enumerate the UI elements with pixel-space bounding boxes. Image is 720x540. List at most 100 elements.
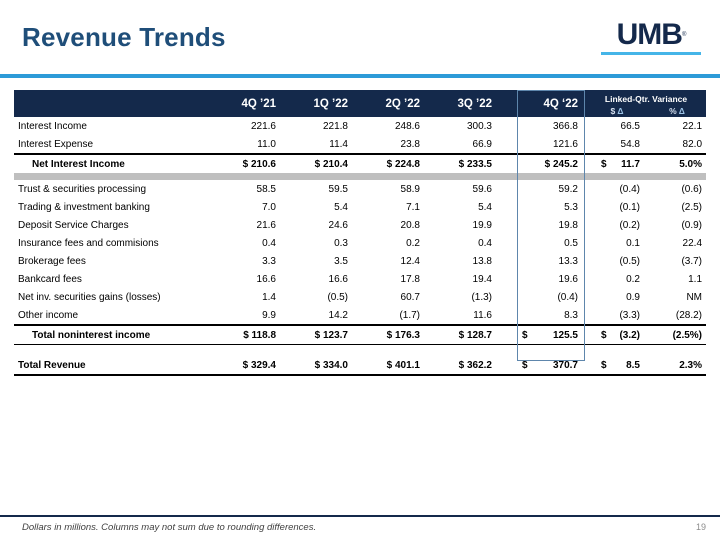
row-label: Deposit Service Charges [18, 219, 129, 231]
table-cell: 59.2 [558, 183, 578, 195]
header-3q22: 3Q ’22 [434, 90, 506, 117]
table-cell: $ 210.4 [290, 153, 362, 173]
table-row [14, 173, 707, 180]
page-number: 19 [695, 522, 706, 532]
table-cell: (0.5) [327, 291, 348, 303]
table-cell: $ 224.8 [362, 153, 434, 173]
row-label: Insurance fees and commisions [18, 237, 159, 249]
table-cell: 0.1 [626, 237, 640, 249]
header-dollar-delta: $ Δ [586, 105, 648, 117]
table-cell: 3.5 [334, 255, 348, 267]
table-cell: $ 128.7 [434, 324, 506, 345]
table-row: Deposit Service Charges 21.6 24.6 20.8 19.9 1… [14, 216, 706, 234]
table-cell: NM [686, 291, 703, 303]
table-cell: 221.8 [322, 120, 348, 132]
table-cell: 19.8 [558, 219, 578, 231]
umb-logo: UMB® [601, 20, 701, 55]
table-cell: 5.3 [564, 201, 578, 213]
umb-logo-text: UMB® [616, 18, 687, 51]
table-cell: 59.6 [472, 183, 492, 195]
section-divider-band [14, 173, 707, 180]
table-cell: $ 329.4 [226, 356, 290, 376]
table-cell: 58.5 [256, 183, 276, 195]
table-cell: $8.5 [586, 356, 648, 376]
table-cell: (0.4) [557, 291, 578, 303]
table-cell: (0.6) [681, 183, 703, 195]
umb-logo-underline [601, 52, 701, 55]
header-1q22: 1Q ’22 [290, 90, 362, 117]
table-cell: 22.4 [682, 237, 703, 249]
table-cell: 11.6 [473, 309, 492, 321]
table-cell: $ 233.5 [434, 153, 506, 173]
table-cell: 16.6 [256, 273, 276, 285]
table-cell: 0.2 [406, 237, 420, 249]
row-label: Trust & securities processing [18, 183, 147, 195]
table-cell: $ 118.8 [226, 324, 290, 345]
table-cell: (0.5) [619, 255, 640, 267]
table-cell: $ 245.2 [506, 153, 586, 173]
table-cell: (2.5%) [648, 324, 707, 345]
table-cell: 0.2 [626, 273, 640, 285]
row-label: Bankcard fees [18, 273, 82, 285]
page-title: Revenue Trends [22, 22, 226, 52]
table-row: Trust & securities processing 58.5 59.5 58.… [14, 180, 706, 198]
row-label: Net inv. securities gains (losses) [18, 291, 161, 303]
table-row: Interest Income 221.6 221.8 248.6 300.3 366.8… [14, 117, 706, 135]
table-cell: 248.6 [394, 120, 420, 132]
table-row: Net Interest Income $ 210.6 $ 210.4 $ 224.8… [14, 153, 707, 173]
table-cell: 1.1 [688, 273, 703, 285]
header-percent-delta: % Δ [648, 105, 707, 117]
table-cell: 0.5 [564, 237, 578, 249]
table-cell: 221.6 [250, 120, 276, 132]
table-cell: 0.3 [334, 237, 348, 249]
table-cell: $ 334.0 [290, 356, 362, 376]
table-cell: $370.7 [506, 356, 586, 376]
table-cell: 300.3 [466, 120, 492, 132]
row-label: Net Interest Income [14, 153, 226, 173]
table-cell: 0.4 [262, 237, 276, 249]
header-2q22: 2Q ’22 [362, 90, 434, 117]
table-cell: 20.8 [400, 219, 420, 231]
table-cell: 24.6 [328, 219, 348, 231]
row-label: Total Revenue [14, 356, 226, 376]
spacer-row [14, 345, 706, 357]
table-cell: $ 401.1 [362, 356, 434, 376]
table-cell: 59.5 [328, 183, 348, 195]
table-row: Brokerage fees 3.3 3.5 12.4 13.8 13.3 (0.5) (3.… [14, 252, 706, 270]
table-cell: 17.8 [400, 273, 420, 285]
header-4q21: 4Q ’21 [226, 90, 290, 117]
table-cell: (2.5) [681, 201, 703, 213]
table-cell: 3.3 [262, 255, 276, 267]
table-cell: 13.8 [472, 255, 492, 267]
revenue-table-container: 4Q ’21 1Q ’22 2Q ’22 3Q ’22 4Q ‘22 Linke… [14, 90, 707, 376]
table-cell: (0.2) [619, 219, 640, 231]
table-cell: $11.7 [586, 153, 648, 173]
table-cell: 16.6 [328, 273, 348, 285]
header-4q22-highlighted: 4Q ‘22 [506, 90, 586, 117]
table-header: 4Q ’21 1Q ’22 2Q ’22 3Q ’22 4Q ‘22 Linke… [14, 90, 707, 117]
row-label: Brokerage fees [18, 255, 86, 267]
table-cell: 14.2 [328, 309, 348, 321]
table-row: Total noninterest income $ 118.8 $ 123.7 $ … [14, 324, 707, 345]
row-label: Interest Expense [18, 138, 94, 150]
table-cell: $ 176.3 [362, 324, 434, 345]
table-cell: 22.1 [682, 120, 703, 132]
table-cell: (1.3) [471, 291, 492, 303]
table-cell: 5.4 [334, 201, 348, 213]
row-label: Other income [18, 309, 79, 321]
registered-mark: ® [681, 32, 687, 38]
table-cell: 54.8 [620, 138, 640, 150]
table-cell: 19.6 [558, 273, 578, 285]
table-row: Total Revenue $ 329.4 $ 334.0 $ 401.1 $ 362.… [14, 356, 707, 376]
footnote: Dollars in millions. Columns may not sum… [22, 522, 317, 533]
table-cell: 60.7 [400, 291, 420, 303]
row-label: Interest Income [18, 120, 87, 132]
table-row: Net inv. securities gains (losses) 1.4 (0.… [14, 288, 706, 306]
table-cell: 66.5 [620, 120, 640, 132]
table-cell: (28.2) [675, 309, 703, 321]
table-cell: $ (3.2) [586, 324, 648, 345]
header-linked-qtr-variance: Linked-Qtr. Variance [586, 90, 707, 105]
table-cell: $ 123.7 [290, 324, 362, 345]
table-cell: 2.3% [648, 356, 707, 376]
